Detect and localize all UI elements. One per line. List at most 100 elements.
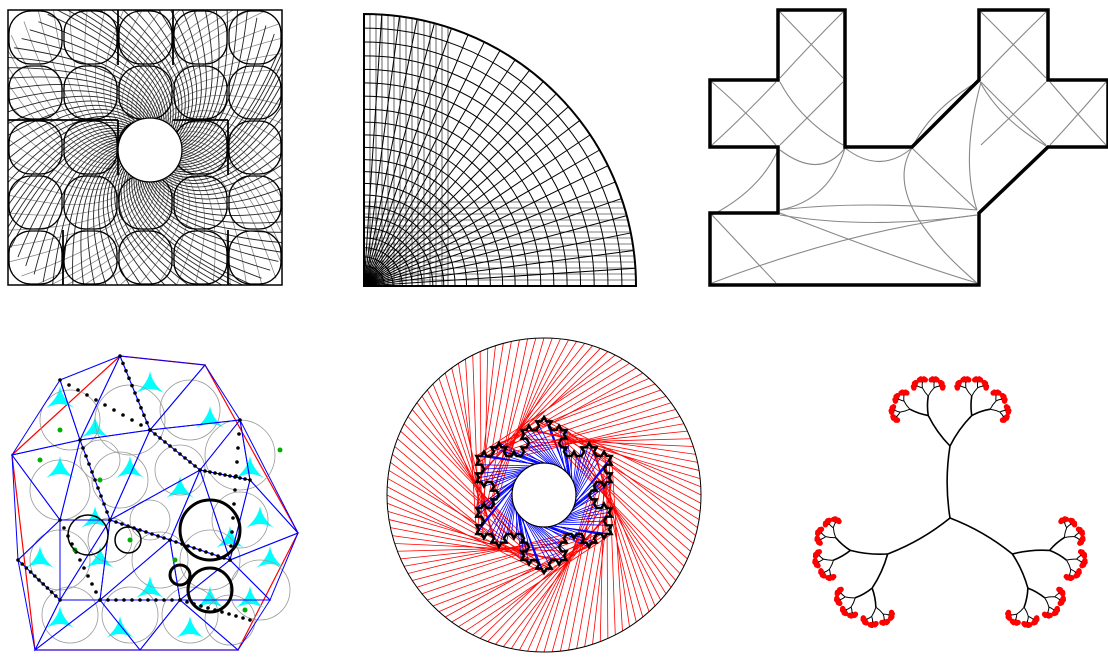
dark-flow-line [128,175,223,286]
tree-branch [871,553,889,589]
vertex-dot [243,477,247,481]
leaf-dot [1005,609,1012,615]
tree-branch [1066,559,1072,570]
tree-branch [927,415,951,447]
tree-branch [970,395,973,416]
radial-line [363,267,636,287]
panel-square-with-hole [7,9,283,286]
vertex-dot [238,476,242,480]
medial-arc [779,11,844,79]
tile-cell [63,120,118,175]
vertex-dot [102,502,106,506]
leaf-dot [983,385,989,391]
tree-branch [1064,522,1068,529]
leaf-dot [826,517,832,523]
vertex-dot [248,618,252,622]
tree-branch [909,408,929,417]
vertex-dot [170,598,174,602]
cyan-region [236,456,264,478]
dark-flow-line [7,100,141,124]
outer-ray [521,438,694,447]
outer-ray [386,494,545,574]
outer-ray [479,351,482,526]
grey-flow-line [142,10,265,119]
concentric-arc [363,27,623,287]
tree-branch [971,408,991,417]
radial-line [363,19,418,287]
dark-flow-line [87,154,119,286]
radial-line [363,149,600,287]
medial-arc [911,147,978,211]
vertex-dot [112,408,116,412]
vertex-dot [41,582,45,586]
tile-cell [8,230,63,285]
dark-flow-line [99,9,177,128]
vertex-dot [168,538,172,542]
leaf-dot [956,379,962,386]
dark-flow-line [172,94,283,176]
green-dot [172,557,178,563]
cyan-region [166,476,194,498]
tree-branch [894,409,901,413]
vertex-dot [150,532,154,536]
outer-ray [561,438,691,552]
green-dot [97,477,103,483]
vertex-dot [235,460,239,464]
dark-flow-line [7,84,148,119]
grey-flow-line [176,165,197,286]
tile-cell [8,10,63,65]
vertex-dot [146,598,150,602]
dark-flow-line [88,9,174,127]
vertex-dot [183,456,187,460]
tree-branch [828,559,835,570]
leaf-dot [904,390,910,396]
tree-branch [989,400,997,410]
vertex-dot [173,448,177,452]
outer-ray [451,533,602,623]
vertex-dot [58,378,62,382]
tree-branch [1049,549,1067,561]
medial-arc [968,81,982,211]
cyan-region [81,416,109,438]
vertex-dot [87,462,91,466]
medial-arc [844,147,913,162]
outer-ray [412,537,575,581]
vertex-dot [198,468,202,472]
leaf-dot [1057,600,1063,606]
dark-flow-line [106,162,142,286]
leaf-dot [913,379,919,386]
outer-ray [563,434,694,544]
vertex-dot [138,598,142,602]
concentric-arc [363,95,555,287]
vertex-dot [248,478,252,482]
dark-flow-line [167,128,283,184]
cyan-region [46,456,74,478]
outer-ray [503,395,667,453]
vertex-dot [238,418,242,422]
cyan-region [116,456,144,478]
dark-flow-line [29,29,161,120]
grey-circle [41,586,99,644]
tree-branch [927,387,935,397]
panel-quarter-disk-grid [363,12,638,287]
vertex-dot [121,413,125,417]
tree-branch [1026,616,1029,622]
tree-branch [1028,615,1034,620]
outer-ray [394,543,567,552]
outer-ray [527,503,595,652]
vertex-dot [78,438,82,442]
vertex-dot [168,444,172,448]
green-dot [242,607,248,613]
dark-flow-line [25,138,120,267]
vertex-dot [130,418,134,422]
loop-path [186,566,234,614]
tree-branch [903,400,911,410]
leaf-dot [867,622,873,628]
tree-branch [1074,536,1080,540]
dark-flow-line [98,158,120,286]
leaf-dot [818,568,824,574]
vertex-dot [228,474,232,478]
dark-flow-line [42,142,119,283]
tree-branch [999,409,1005,413]
vertex-dot [84,454,88,458]
